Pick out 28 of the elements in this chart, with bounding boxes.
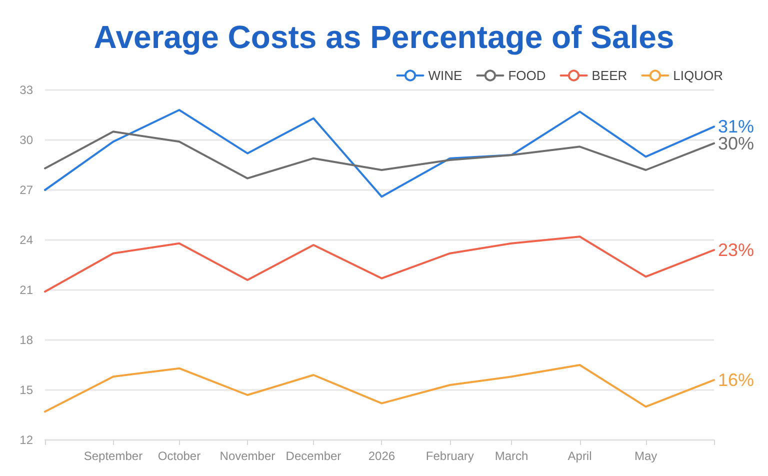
y-tick-label: 12 [20, 433, 34, 447]
data-label: 16% [718, 370, 754, 390]
x-tick-label: May [634, 449, 658, 463]
legend-label: BEER [592, 68, 628, 83]
x-tick-label: October [158, 449, 201, 463]
y-tick-label: 24 [20, 233, 34, 247]
x-tick-label: March [494, 449, 528, 463]
line-series [44, 364, 715, 413]
y-tick-label: 27 [20, 183, 34, 197]
x-tick-label: 2026 [368, 449, 396, 463]
x-tick-label: September [84, 449, 143, 463]
data-label: 23% [718, 240, 754, 260]
y-tick-label: 18 [20, 333, 34, 347]
line-series [44, 236, 715, 293]
y-tick-label: 15 [20, 383, 34, 397]
x-tick-label: February [426, 449, 474, 463]
y-tick-label: 21 [20, 283, 34, 297]
x-tick-label: December [286, 449, 342, 463]
line-series [44, 130, 715, 180]
legend-label: LIQUOR [673, 68, 723, 83]
line-series [44, 109, 715, 198]
x-tick-label: April [568, 449, 592, 463]
legend-label: WINE [428, 68, 463, 83]
chart-title: Average Costs as Percentage of Sales [94, 19, 674, 55]
legend-label: FOOD [508, 68, 546, 83]
x-tick-label: November [220, 449, 276, 463]
y-tick-label: 30 [20, 133, 34, 147]
y-tick-label: 33 [20, 83, 34, 97]
